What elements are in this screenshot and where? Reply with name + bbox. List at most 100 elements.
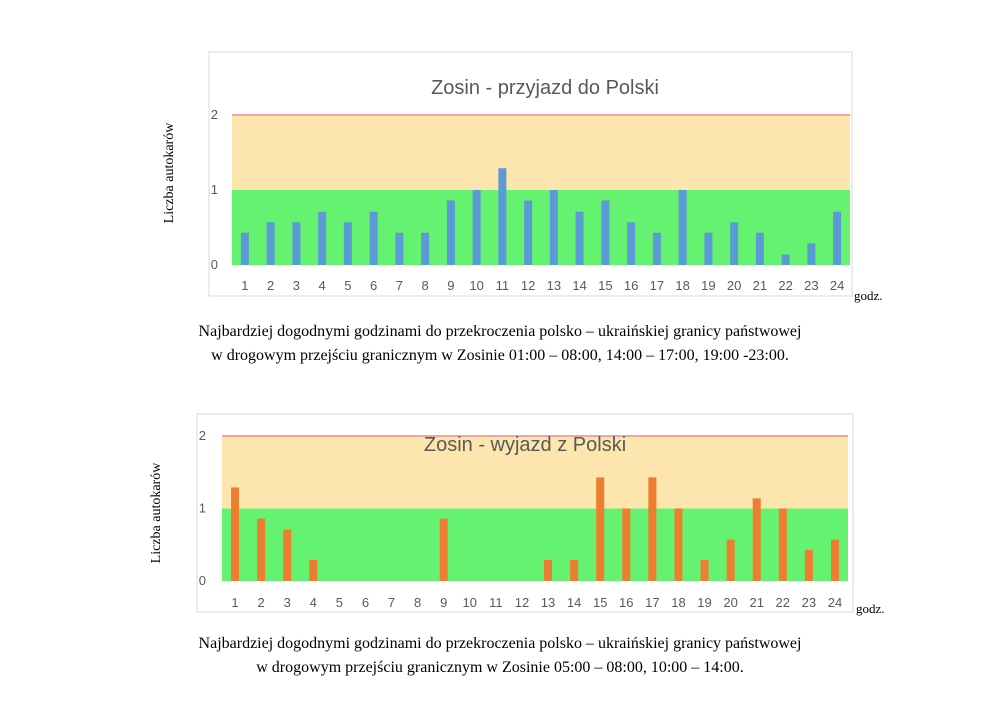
arrival-bar-22: [781, 254, 790, 265]
arrival-xtick-label: 20: [727, 278, 741, 293]
arrival-caption-line-1: Najbardziej dogodnymi godzinami do przek…: [198, 323, 802, 340]
departure-bar-13: [544, 559, 553, 581]
arrival-bar-24: [833, 211, 842, 265]
departure-xtick-label: 10: [463, 595, 477, 610]
departure-xtick-label: 15: [593, 595, 607, 610]
arrival-ytick-label: 1: [211, 182, 218, 197]
departure-bar-23: [804, 549, 813, 581]
departure-xtick-label: 22: [776, 595, 790, 610]
arrival-xtick-label: 9: [447, 278, 454, 293]
departure-xtick-label: 5: [336, 595, 343, 610]
departure-bar-20: [726, 539, 735, 581]
departure-xtick-label: 14: [567, 595, 581, 610]
arrival-xtick-label: 23: [804, 278, 818, 293]
departure-xtick-label: 2: [258, 595, 265, 610]
departure-bar-15: [596, 477, 605, 581]
arrival-bar-2: [266, 222, 275, 265]
departure-xtick-label: 17: [645, 595, 659, 610]
departure-bar-24: [830, 539, 839, 581]
arrival-bar-3: [292, 222, 301, 265]
departure-xtick-label: 4: [310, 595, 317, 610]
departure-bar-16: [622, 508, 631, 581]
departure-ytick-label: 0: [199, 573, 206, 588]
departure-ytick-label: 2: [199, 428, 206, 443]
departure-ylabel: Liczba autokarów: [149, 462, 164, 564]
arrival-xtick-label: 21: [753, 278, 767, 293]
arrival-xtick-label: 4: [319, 278, 326, 293]
arrival-xtick-label: 15: [598, 278, 612, 293]
arrival-bar-12: [524, 200, 533, 265]
departure-xtick-label: 24: [828, 595, 842, 610]
arrival-bar-11: [498, 168, 507, 265]
arrival-xtick-label: 5: [344, 278, 351, 293]
departure-xtick-label: 3: [284, 595, 291, 610]
departure-ytick-label: 1: [199, 501, 206, 516]
arrival-xtick-label: 18: [675, 278, 689, 293]
arrival-bar-6: [369, 211, 378, 265]
arrival-bar-5: [343, 222, 352, 265]
departure-xtick-label: 11: [489, 595, 503, 610]
arrival-xtick-label: 3: [293, 278, 300, 293]
arrival-xtick-label: 2: [267, 278, 274, 293]
departure-xtick-label: 16: [619, 595, 633, 610]
arrival-bar-10: [472, 190, 481, 265]
departure-bar-18: [674, 508, 683, 581]
departure-bar-1: [231, 487, 240, 581]
departure-title: Zosin - wyjazd z Polski: [424, 434, 626, 456]
arrival-caption-line-2: w drogowym przejściu granicznym w Zosini…: [211, 347, 789, 364]
arrival-zone-green: [232, 190, 850, 265]
departure-xtick-label: 20: [723, 595, 737, 610]
arrival-bar-15: [601, 200, 610, 265]
arrival-bar-1: [240, 232, 249, 265]
arrival-xtick-label: 8: [422, 278, 429, 293]
departure-xtick-label: 19: [697, 595, 711, 610]
arrival-xtick-label: 16: [624, 278, 638, 293]
arrival-bar-16: [627, 222, 636, 265]
arrival-bar-20: [730, 222, 739, 265]
arrival-bar-9: [446, 200, 455, 265]
arrival-xtick-label: 6: [370, 278, 377, 293]
arrival-bar-19: [704, 232, 713, 265]
departure-caption: Najbardziej dogodnymi godzinami do przek…: [0, 632, 1000, 680]
departure-bar-3: [283, 529, 292, 581]
departure-xunit: godz.: [856, 601, 885, 616]
departure-bar-19: [700, 559, 709, 581]
departure-xtick-label: 13: [541, 595, 555, 610]
arrival-xtick-label: 24: [830, 278, 844, 293]
arrival-bar-8: [421, 232, 430, 265]
arrival-bar-4: [318, 211, 327, 265]
arrival-title: Zosin - przyjazd do Polski: [431, 77, 659, 99]
arrival-xtick-label: 11: [496, 278, 510, 293]
departure-xtick-label: 23: [802, 595, 816, 610]
departure-xtick-label: 21: [749, 595, 763, 610]
arrival-bar-21: [755, 232, 764, 265]
departure-zone-yellow: [222, 436, 848, 509]
arrival-bar-7: [395, 232, 404, 265]
arrival-xtick-label: 7: [396, 278, 403, 293]
departure-xtick-label: 7: [388, 595, 395, 610]
departure-xtick-label: 6: [362, 595, 369, 610]
arrival-ytick-label: 2: [211, 107, 218, 122]
departure-bar-2: [257, 518, 266, 581]
departure-zone-green: [222, 508, 848, 581]
arrival-bar-13: [549, 190, 558, 265]
arrival-bar-18: [678, 190, 687, 265]
arrival-xtick-label: 22: [778, 278, 792, 293]
departure-bar-22: [778, 508, 787, 581]
arrival-bar-14: [575, 211, 584, 265]
departure-xtick-label: 9: [440, 595, 447, 610]
departure-bar-4: [309, 559, 318, 581]
departure-bar-17: [648, 477, 657, 581]
arrival-bar-17: [652, 232, 661, 265]
arrival-xtick-label: 1: [241, 278, 248, 293]
arrival-bar-23: [807, 243, 816, 265]
departure-xtick-label: 18: [671, 595, 685, 610]
arrival-xtick-label: 19: [701, 278, 715, 293]
arrival-xunit: godz.: [854, 288, 883, 303]
arrival-xtick-label: 13: [547, 278, 561, 293]
departure-bar-9: [439, 518, 448, 581]
arrival-caption: Najbardziej dogodnymi godzinami do przek…: [0, 320, 1000, 368]
arrival-xtick-label: 17: [650, 278, 664, 293]
